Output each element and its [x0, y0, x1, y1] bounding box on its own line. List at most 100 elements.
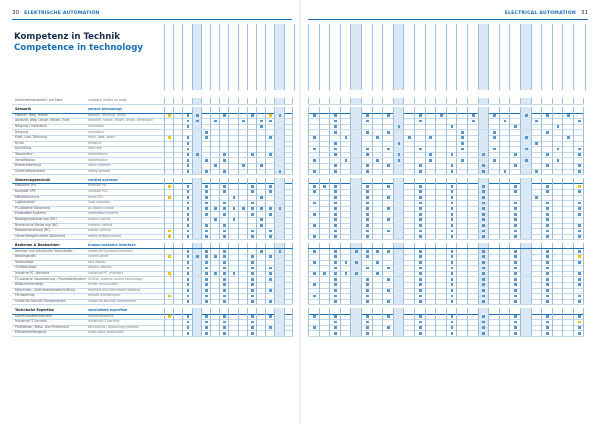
table-cell [403, 112, 414, 119]
table-cell [210, 107, 219, 113]
competence-marker [334, 283, 337, 287]
competence-marker [250, 207, 254, 210]
competence-marker [408, 136, 412, 140]
competence-marker [514, 190, 518, 194]
table-cell [246, 211, 256, 217]
table-cell [274, 205, 284, 212]
table-cell [308, 146, 319, 152]
competence-marker [186, 170, 190, 173]
table-cell [562, 217, 573, 223]
table-cell [477, 98, 489, 104]
table-cell [551, 217, 563, 223]
table-cell [382, 205, 393, 212]
table-cell [361, 194, 372, 201]
table-cell [498, 293, 510, 299]
table-cell [210, 265, 219, 271]
table-cell [424, 282, 436, 288]
competence-marker [535, 170, 539, 173]
table-cell [498, 217, 510, 223]
table-cell [318, 112, 330, 119]
competence-marker [204, 320, 208, 324]
competence-marker [482, 249, 486, 253]
table-cell [562, 205, 573, 212]
table-cell [456, 254, 467, 260]
left-section-title: ELEKTRISCHE AUTOMATION [24, 11, 100, 16]
table-cell [200, 157, 210, 164]
competence-marker [312, 114, 316, 117]
competence-marker [186, 294, 190, 298]
table-cell [467, 189, 478, 195]
competence-marker [450, 218, 454, 222]
table-cell [456, 129, 467, 136]
table-cell [371, 242, 383, 249]
table-cell [182, 118, 191, 124]
table-cell [219, 177, 228, 184]
table-cell [318, 259, 330, 266]
table-cell [274, 259, 284, 266]
table-cell [256, 293, 265, 299]
table-row [308, 330, 584, 337]
competence-marker [168, 195, 171, 199]
competence-marker [269, 136, 273, 140]
table-cell [308, 151, 319, 158]
table-cell [256, 189, 265, 195]
table-cell [339, 205, 351, 212]
table-cell [361, 189, 372, 195]
table-cell [371, 177, 383, 184]
competence-marker [514, 164, 518, 168]
table-cell [173, 189, 182, 195]
table-cell [424, 228, 436, 234]
table-cell [191, 140, 201, 147]
table-cell [191, 151, 201, 158]
table-cell [318, 254, 330, 260]
table-row: Kommunikationstechnik communications [12, 313, 293, 321]
table-cell [308, 259, 319, 266]
competence-marker [450, 170, 454, 173]
competence-marker [450, 212, 454, 216]
table-cell [329, 140, 340, 147]
table-cell [382, 177, 393, 184]
table-cell [200, 123, 210, 130]
table-cell [403, 194, 414, 201]
competence-marker [567, 136, 571, 140]
competence-marker [482, 195, 486, 199]
table-cell [456, 183, 467, 189]
competence-marker [334, 266, 337, 270]
table-cell [530, 265, 542, 271]
competence-marker [214, 218, 217, 222]
competence-marker [418, 190, 422, 194]
table-cell [573, 123, 584, 130]
table-cell [210, 308, 219, 314]
table-cell [350, 313, 361, 320]
table-cell [228, 242, 237, 249]
table-cell [424, 248, 436, 255]
table-cell [509, 282, 520, 288]
table-cell [350, 151, 361, 158]
competence-marker [223, 212, 227, 216]
competence-marker [365, 170, 369, 173]
table-cell [283, 112, 293, 119]
table-cell [541, 293, 552, 299]
row-label-english: compact PLC [88, 189, 109, 193]
table-cell [237, 112, 247, 119]
table-cell [488, 183, 499, 189]
row-label-german: Position, Weg, Winkel [15, 112, 48, 117]
table-cell [541, 129, 552, 136]
table-cell [228, 254, 237, 260]
competence-marker [186, 326, 190, 329]
row-label-english: vision systems [88, 163, 111, 168]
competence-marker [418, 119, 422, 123]
table-cell [403, 205, 414, 212]
table-cell [219, 293, 228, 299]
table-cell [403, 270, 414, 277]
table-cell [164, 118, 173, 124]
competence-marker [482, 164, 486, 168]
table-cell [265, 168, 274, 175]
table-cell [371, 140, 383, 147]
table-cell [509, 194, 520, 201]
table-cell [228, 287, 237, 294]
competence-marker [334, 249, 337, 253]
competence-marker [450, 255, 454, 259]
table-cell [424, 313, 436, 320]
table-cell [403, 265, 414, 271]
